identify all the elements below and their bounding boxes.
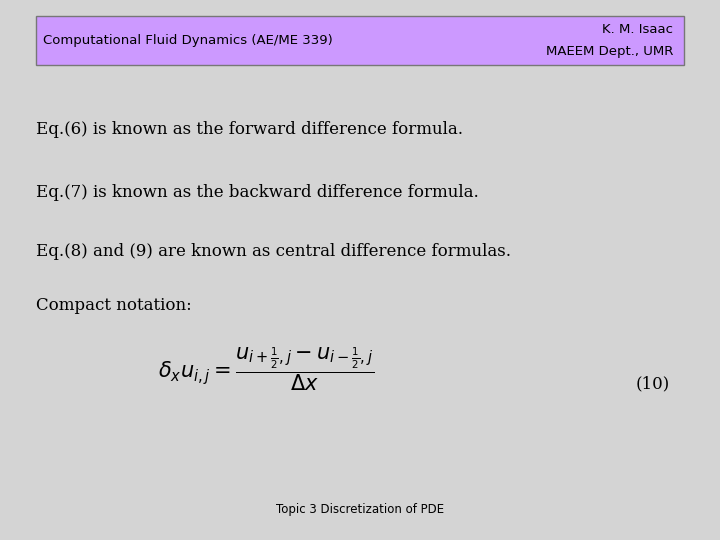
Text: Eq.(6) is known as the forward difference formula.: Eq.(6) is known as the forward differenc…: [36, 122, 463, 138]
Text: Compact notation:: Compact notation:: [36, 297, 192, 314]
Text: MAEEM Dept., UMR: MAEEM Dept., UMR: [546, 45, 673, 58]
Text: Topic 3 Discretization of PDE: Topic 3 Discretization of PDE: [276, 503, 444, 516]
FancyBboxPatch shape: [36, 16, 684, 65]
Text: K. M. Isaac: K. M. Isaac: [602, 23, 673, 36]
Text: Eq.(7) is known as the backward difference formula.: Eq.(7) is known as the backward differen…: [36, 184, 479, 200]
Text: $\delta_x u_{i,j} = \dfrac{u_{i+\frac{1}{2},j} - u_{i-\frac{1}{2},j}}{\Delta x}$: $\delta_x u_{i,j} = \dfrac{u_{i+\frac{1}…: [158, 346, 374, 393]
Text: (10): (10): [635, 375, 670, 392]
Text: Eq.(8) and (9) are known as central difference formulas.: Eq.(8) and (9) are known as central diff…: [36, 243, 511, 260]
Text: Computational Fluid Dynamics (AE/ME 339): Computational Fluid Dynamics (AE/ME 339): [43, 34, 333, 47]
